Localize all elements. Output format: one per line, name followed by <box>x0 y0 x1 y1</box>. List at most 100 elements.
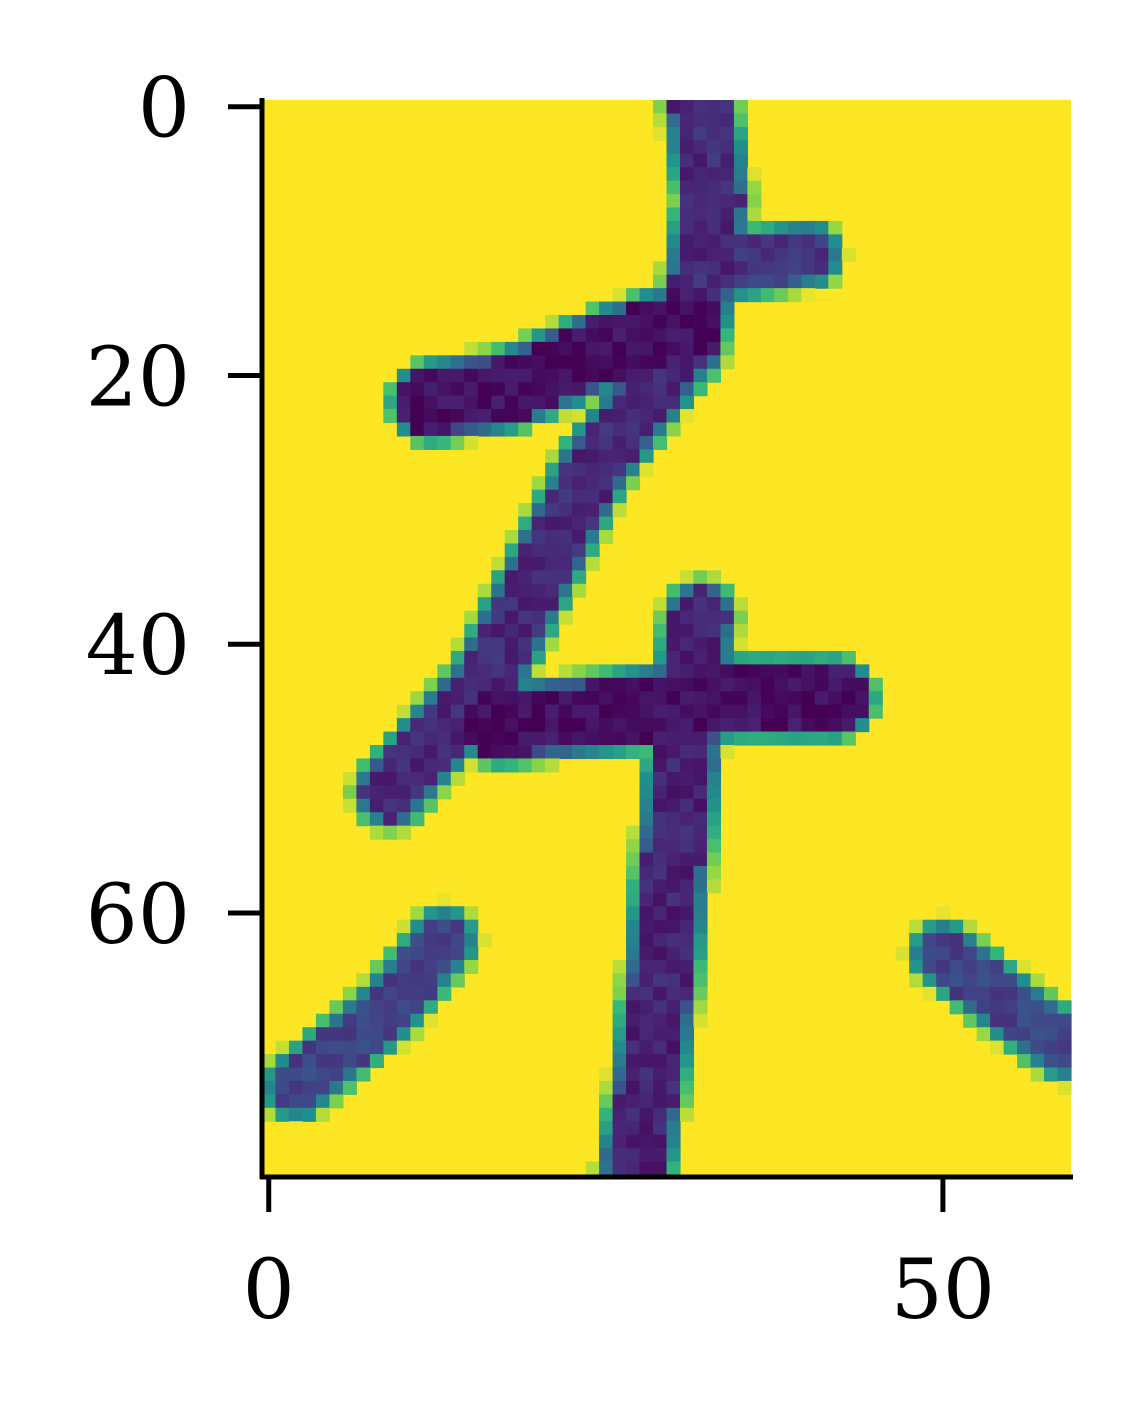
heatmap-cell <box>437 718 452 733</box>
heatmap-cell <box>626 1054 641 1069</box>
heatmap-cell <box>720 140 735 155</box>
heatmap-cell <box>706 328 722 343</box>
heatmap-cell <box>545 745 560 760</box>
heatmap-cell <box>1044 1013 1059 1028</box>
heatmap-cell <box>639 315 654 330</box>
heatmap-cell <box>342 785 357 800</box>
heatmap-cell <box>706 194 722 209</box>
heatmap-cell <box>585 341 600 356</box>
heatmap-cell <box>531 516 546 531</box>
heatmap-cell <box>531 341 546 356</box>
heatmap-cell <box>693 315 708 330</box>
heatmap-cell <box>302 1054 317 1069</box>
heatmap-cell <box>410 758 425 773</box>
heatmap-cell <box>626 731 641 746</box>
heatmap-cell <box>518 664 533 679</box>
heatmap-cell <box>450 960 465 975</box>
heatmap-cell <box>315 1107 331 1122</box>
heatmap-cell <box>464 382 479 397</box>
heatmap-cell <box>599 731 614 746</box>
heatmap-cell <box>855 704 870 719</box>
heatmap-cell <box>1030 1054 1045 1069</box>
heatmap-cell <box>720 261 735 276</box>
heatmap-cell <box>491 677 506 692</box>
heatmap-cell <box>396 704 411 719</box>
heatmap-cell <box>666 677 681 692</box>
heatmap-cell <box>666 865 681 880</box>
heatmap-cell <box>410 919 425 934</box>
heatmap-cell <box>733 677 748 692</box>
heatmap-cell <box>679 919 695 934</box>
heatmap-cell <box>572 677 587 692</box>
heatmap-cell <box>1003 1027 1018 1042</box>
heatmap-cell <box>679 906 695 921</box>
heatmap-cell <box>774 677 789 692</box>
heatmap-cell <box>504 556 519 571</box>
heatmap-cell <box>639 1161 654 1176</box>
heatmap-cell <box>949 933 964 948</box>
heatmap-cell <box>410 745 425 760</box>
heatmap-cell <box>868 677 883 692</box>
heatmap-cell <box>801 220 816 235</box>
heatmap-cell <box>639 825 654 840</box>
heatmap-cell <box>396 718 411 733</box>
heatmap-cell <box>329 1000 344 1015</box>
heatmap-cell <box>814 731 829 746</box>
heatmap-cell <box>356 973 371 988</box>
heatmap-cell <box>693 234 708 249</box>
heatmap-cell <box>491 731 506 746</box>
heatmap-cell <box>545 718 560 733</box>
heatmap-cell <box>410 946 425 961</box>
heatmap-cell <box>693 933 708 948</box>
heatmap-cell <box>369 1013 384 1028</box>
heatmap-cell <box>572 583 587 598</box>
heatmap-cell <box>464 664 479 679</box>
heatmap-cell <box>423 435 438 450</box>
heatmap-cell <box>626 1040 641 1055</box>
heatmap-cell <box>599 718 614 733</box>
heatmap-cell <box>437 973 452 988</box>
heatmap-cell <box>693 919 708 934</box>
heatmap-cell <box>423 919 438 934</box>
heatmap-cell <box>518 355 533 370</box>
heatmap-cell <box>599 704 614 719</box>
heatmap-cell <box>679 892 695 907</box>
heatmap-cell <box>1003 973 1018 988</box>
heatmap-cell <box>275 1040 290 1055</box>
heatmap-cell <box>437 771 452 786</box>
heatmap-cell <box>558 677 573 692</box>
heatmap-cell <box>706 140 722 155</box>
heatmap-cell <box>733 288 748 303</box>
heatmap-cell <box>383 986 398 1001</box>
heatmap-cell <box>679 691 695 706</box>
heatmap-cell <box>599 1148 614 1163</box>
heatmap-cell <box>693 946 708 961</box>
heatmap-cell <box>693 691 708 706</box>
heatmap-cell <box>545 341 560 356</box>
heatmap-cell <box>558 731 573 746</box>
heatmap-cell <box>653 892 668 907</box>
heatmap-cell <box>383 798 398 813</box>
heatmap-cell <box>315 1027 331 1042</box>
heatmap-cell <box>464 946 479 961</box>
heatmap-cell <box>558 328 573 343</box>
heatmap-cell <box>288 1121 304 1136</box>
heatmap-cell <box>558 489 573 504</box>
heatmap-cell <box>329 1027 344 1042</box>
heatmap-cell <box>491 745 506 760</box>
heatmap-cell <box>653 933 668 948</box>
heatmap-cell <box>396 422 411 437</box>
heatmap-cell <box>679 839 695 854</box>
heatmap-cell <box>626 718 641 733</box>
heatmap-cell <box>504 624 519 639</box>
heatmap-cell <box>504 341 519 356</box>
heatmap-cell <box>747 247 762 262</box>
heatmap-cell <box>585 691 600 706</box>
heatmap-cell <box>1030 1027 1045 1042</box>
heatmap-cell <box>396 785 411 800</box>
heatmap-cell <box>1057 1013 1072 1028</box>
heatmap-cell <box>450 731 465 746</box>
heatmap-cell <box>531 691 546 706</box>
heatmap-cell <box>518 422 533 437</box>
heatmap-cell <box>720 274 735 289</box>
